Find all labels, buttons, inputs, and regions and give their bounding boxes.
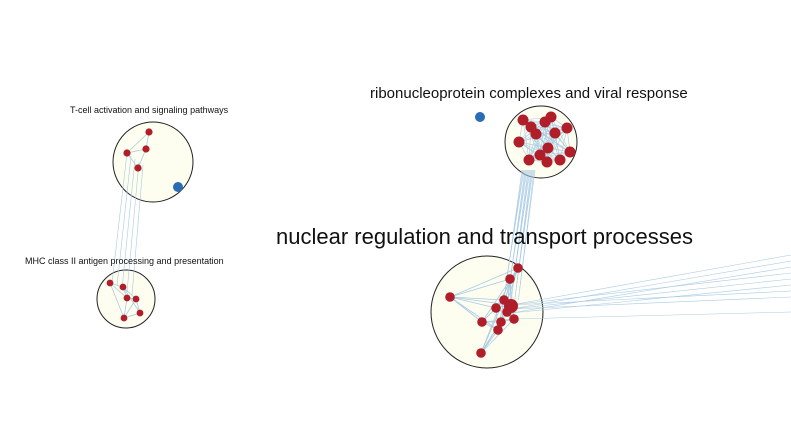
edge (131, 164, 144, 296)
edge (528, 151, 571, 161)
node-nuclear[interactable] (509, 314, 519, 324)
node-ribo[interactable] (561, 122, 573, 134)
edge (544, 121, 548, 163)
node-tcell[interactable] (142, 145, 150, 153)
edge (449, 296, 483, 323)
node-ribo[interactable] (564, 146, 576, 158)
edge (109, 282, 128, 299)
node-ribo[interactable] (539, 116, 551, 128)
node-mhc[interactable] (120, 314, 128, 322)
edge (123, 298, 137, 319)
node-ribo[interactable] (554, 154, 566, 166)
cluster-label-tcell: T-cell activation and signaling pathways (70, 105, 229, 115)
node-tcell[interactable] (145, 128, 153, 136)
cluster-nuclear-boundary (430, 255, 544, 369)
edge (528, 121, 546, 161)
node-outlier[interactable] (475, 112, 485, 122)
edge (516, 169, 534, 281)
edge (510, 254, 791, 306)
edge (111, 152, 128, 284)
node-tcell[interactable] (123, 149, 131, 157)
node-tcell[interactable] (134, 164, 142, 172)
edge (510, 266, 791, 314)
edge (121, 158, 136, 290)
edge (510, 290, 791, 306)
node-nuclear[interactable] (505, 274, 515, 284)
node-ribo[interactable] (549, 127, 561, 139)
node-ribo[interactable] (534, 149, 546, 161)
node-nuclear[interactable] (496, 317, 506, 327)
node-mhc[interactable] (106, 279, 114, 287)
node-ribo[interactable] (541, 156, 553, 168)
edge (510, 296, 791, 310)
edge (510, 260, 791, 310)
node-ribo[interactable] (517, 114, 529, 126)
node-nuclear[interactable] (493, 325, 503, 335)
cluster-label-mhc: MHC class II antigen processing and pres… (25, 256, 224, 266)
edge (510, 284, 791, 314)
node-nuclear[interactable] (445, 292, 455, 302)
edge (109, 282, 125, 319)
node-mhc[interactable] (123, 294, 131, 302)
edge (122, 286, 141, 314)
edge (539, 121, 546, 156)
edge (116, 155, 132, 287)
node-nuclear[interactable] (477, 317, 487, 327)
edge (528, 126, 532, 161)
node-ribo[interactable] (542, 142, 554, 154)
node-ribo[interactable] (513, 136, 525, 148)
edge (480, 318, 515, 354)
edge (449, 267, 519, 298)
edge (449, 296, 505, 301)
node-ribo[interactable] (523, 154, 535, 166)
edge (513, 169, 531, 281)
cluster-label-nuclear: nuclear regulation and transport process… (276, 224, 694, 249)
nodes (106, 111, 576, 358)
node-nuclear[interactable] (476, 348, 486, 358)
edge (544, 121, 561, 161)
edge (513, 311, 791, 320)
edge (530, 126, 568, 129)
edge (126, 131, 150, 154)
edge (449, 296, 499, 331)
cluster-label-ribo: ribonucleoprotein complexes and viral re… (370, 85, 688, 102)
node-nuclear[interactable] (491, 303, 501, 313)
edge (510, 272, 791, 306)
node-mhc[interactable] (132, 295, 140, 303)
edge (506, 169, 525, 281)
node-mhc[interactable] (119, 283, 127, 291)
node-nuclear[interactable] (513, 263, 523, 273)
node-ribo[interactable] (530, 128, 542, 140)
node-nuclear-hub[interactable] (504, 299, 518, 313)
node-outlier[interactable] (173, 182, 183, 192)
node-mhc[interactable] (136, 309, 144, 317)
edge (449, 296, 497, 309)
edge (509, 169, 528, 281)
edge (510, 278, 791, 310)
edge (126, 161, 140, 293)
edge (449, 278, 511, 298)
